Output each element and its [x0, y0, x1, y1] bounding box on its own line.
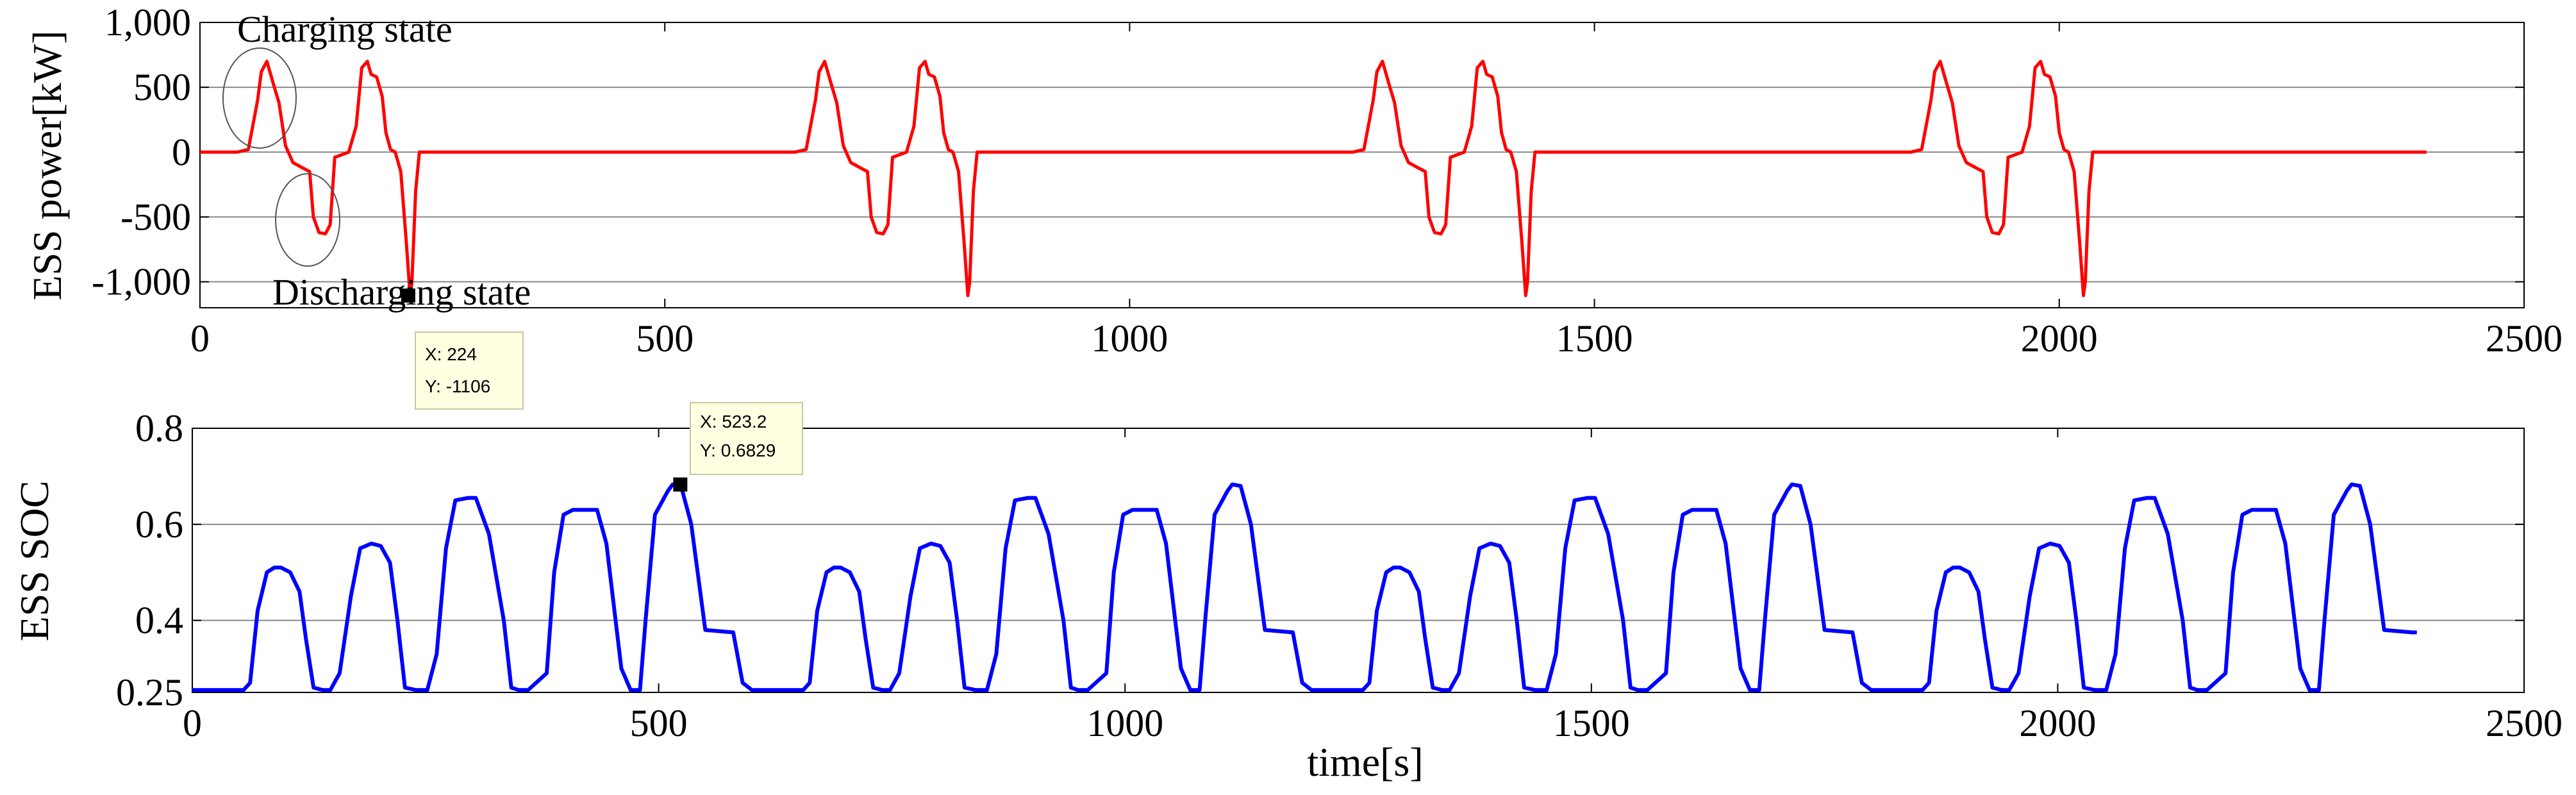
y-tick-label: 500	[133, 66, 191, 108]
soc-datatip: X: 523.2 Y: 0.6829	[690, 402, 803, 475]
soc-gridlines	[192, 428, 2525, 693]
power-datatip-x: X: 224	[425, 344, 477, 364]
y-tick-label: 0.25	[116, 671, 183, 714]
x-tick-label: 1500	[1556, 317, 1633, 360]
soc-plot-area	[192, 428, 2525, 693]
y-tick-label: 0.4	[135, 599, 183, 642]
power-datatip-marker	[401, 288, 415, 303]
power-datatip-box	[415, 331, 524, 410]
y-tick-label: 0	[172, 131, 191, 173]
x-tick-label: 2000	[2019, 702, 2096, 744]
soc-x-ticks: 0 500 1000 1500 2000 2500	[183, 702, 2563, 744]
power-datatip: X: 224 Y: -1106	[415, 331, 524, 410]
soc-datatip-x: X: 523.2	[700, 412, 767, 431]
soc-datatip-marker	[673, 477, 688, 492]
x-tick-label: 2500	[2486, 317, 2563, 360]
power-datatip-y: Y: -1106	[425, 376, 490, 396]
soc-datatip-box	[690, 402, 803, 475]
x-tick-label: 0	[183, 702, 202, 744]
x-tick-label: 500	[630, 702, 688, 744]
power-chart: 0 500 1000 1500 2000 2500 -1,000 -500 0 500 1,000…	[24, 1, 2563, 410]
soc-series-line	[192, 482, 2417, 692]
power-plot-area	[199, 22, 2525, 308]
y-tick-label: 0.6	[135, 503, 183, 546]
discharging-state-circle	[275, 173, 340, 267]
soc-y-ticks: 0.25 0.4 0.6 0.8	[116, 407, 183, 714]
y-tick-label: 0.8	[135, 407, 183, 449]
power-y-label: ESS power[kW]	[24, 30, 70, 300]
charging-state-circle	[222, 47, 297, 149]
y-tick-label: 1,000	[104, 1, 191, 44]
y-tick-label: -500	[120, 196, 191, 238]
soc-y-label: ESS SOC	[12, 481, 57, 642]
soc-x-label: time[s]	[1307, 739, 1423, 785]
y-tick-label: -1,000	[92, 261, 191, 303]
x-tick-label: 1000	[1091, 317, 1168, 360]
x-tick-label: 2000	[2021, 317, 2098, 360]
power-x-ticks: 0 500 1000 1500 2000 2500	[190, 317, 2563, 360]
power-y-ticks: -1,000 -500 0 500 1,000	[92, 1, 191, 303]
x-tick-label: 1500	[1553, 702, 1630, 744]
power-series-line	[200, 60, 2427, 297]
x-tick-label: 1000	[1086, 702, 1163, 744]
soc-chart: 0 500 1000 1500 2000 2500 0.25 0.4 0.6 0.8 ESS S…	[12, 402, 2563, 785]
x-tick-label: 2500	[2486, 702, 2563, 744]
x-tick-label: 0	[190, 317, 210, 360]
x-tick-label: 500	[636, 317, 694, 360]
soc-datatip-y: Y: 0.6829	[700, 440, 776, 460]
charging-state-label: Charging state	[237, 8, 453, 50]
